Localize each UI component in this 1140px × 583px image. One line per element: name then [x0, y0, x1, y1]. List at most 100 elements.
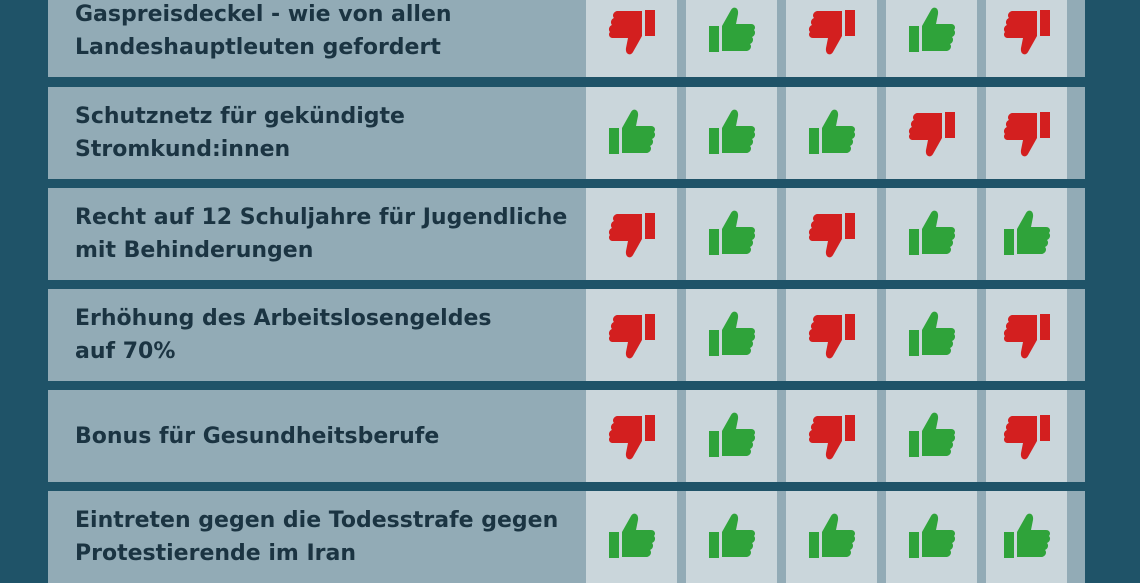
vote-cell: [685, 390, 785, 482]
vote-row: Gaspreisdeckel - wie von allen Landeshau…: [48, 0, 1095, 77]
thumbs-up-icon: [708, 513, 755, 558]
vote-cell-inner: [586, 289, 677, 381]
vote-cell-inner: [586, 0, 677, 77]
vote-cell-inner: [786, 289, 877, 381]
vote-cell-inner: [686, 491, 777, 583]
row-label-cell: Bonus für Gesundheitsberufe: [48, 390, 585, 482]
vote-cell: [885, 390, 985, 482]
thumbs-up-icon: [608, 109, 655, 154]
vote-cell: [785, 188, 885, 280]
thumbs-down-icon: [808, 213, 855, 258]
vote-cell-inner: [586, 390, 677, 482]
vote-cell-inner: [786, 390, 877, 482]
thumbs-up-icon: [908, 311, 955, 356]
vote-cell-inner: [786, 0, 877, 77]
row-label: Schutznetz für gekündigte Stromkund:inne…: [75, 104, 405, 162]
row-label-cell: Eintreten gegen die Todesstrafe gegen Pr…: [48, 491, 585, 583]
thumbs-up-icon: [708, 7, 755, 52]
thumbs-up-icon: [908, 412, 955, 457]
vote-cell: [985, 188, 1085, 280]
vote-cell-inner: [686, 289, 777, 381]
vote-cell: [585, 87, 685, 179]
vote-cell-inner: [986, 390, 1067, 482]
vote-cell: [985, 87, 1085, 179]
vote-cell-inner: [786, 491, 877, 583]
thumbs-down-icon: [608, 314, 655, 359]
thumbs-up-icon: [908, 513, 955, 558]
thumbs-down-icon: [1003, 415, 1050, 460]
vote-cell: [785, 289, 885, 381]
thumbs-up-icon: [708, 210, 755, 255]
vote-cell: [585, 491, 685, 583]
vote-cell-inner: [586, 188, 677, 280]
vote-cell: [885, 0, 985, 77]
thumbs-down-icon: [1003, 10, 1050, 55]
thumbs-down-icon: [608, 415, 655, 460]
thumbs-down-icon: [608, 213, 655, 258]
thumbs-up-icon: [708, 109, 755, 154]
thumbs-up-icon: [908, 7, 955, 52]
vote-cell-inner: [986, 289, 1067, 381]
vote-row: Bonus für Gesundheitsberufe: [48, 390, 1095, 482]
vote-cell-inner: [986, 0, 1067, 77]
vote-cell: [585, 289, 685, 381]
vote-cell-inner: [786, 87, 877, 179]
vote-cell: [585, 0, 685, 77]
vote-cell-inner: [686, 188, 777, 280]
vote-cell-inner: [886, 188, 977, 280]
thumbs-up-icon: [1003, 513, 1050, 558]
vote-cell: [985, 289, 1085, 381]
vote-cell-inner: [886, 87, 977, 179]
vote-cell: [985, 491, 1085, 583]
thumbs-up-icon: [1003, 210, 1050, 255]
vote-cell-inner: [786, 188, 877, 280]
vote-cell: [685, 188, 785, 280]
row-label: Bonus für Gesundheitsberufe: [75, 423, 440, 449]
thumbs-down-icon: [808, 314, 855, 359]
thumbs-up-icon: [808, 109, 855, 154]
vote-cell-inner: [886, 491, 977, 583]
vote-row: Eintreten gegen die Todesstrafe gegen Pr…: [48, 491, 1095, 583]
vote-row: Schutznetz für gekündigte Stromkund:inne…: [48, 87, 1095, 179]
thumbs-down-icon: [1003, 112, 1050, 157]
vote-cell: [685, 87, 785, 179]
vote-cell-inner: [986, 87, 1067, 179]
vote-cell: [785, 0, 885, 77]
vote-cell: [585, 188, 685, 280]
thumbs-down-icon: [908, 112, 955, 157]
thumbs-up-icon: [808, 513, 855, 558]
vote-row: Erhöhung des Arbeitslosengeldes auf 70%: [48, 289, 1095, 381]
row-label: Gaspreisdeckel - wie von allen Landeshau…: [75, 2, 452, 60]
vote-cell: [885, 289, 985, 381]
thumbs-up-icon: [708, 311, 755, 356]
vote-cell-inner: [886, 390, 977, 482]
thumbs-down-icon: [608, 10, 655, 55]
row-label: Recht auf 12 Schuljahre für Jugendliche …: [75, 205, 568, 263]
vote-cell-inner: [686, 87, 777, 179]
row-label-cell: Recht auf 12 Schuljahre für Jugendliche …: [48, 188, 585, 280]
row-label: Erhöhung des Arbeitslosengeldes auf 70%: [75, 306, 492, 364]
vote-cell-inner: [886, 289, 977, 381]
row-label: Eintreten gegen die Todesstrafe gegen Pr…: [75, 508, 559, 566]
vote-cell-inner: [986, 188, 1067, 280]
vote-cell: [785, 390, 885, 482]
vote-cell-inner: [586, 87, 677, 179]
vote-cell-inner: [886, 0, 977, 77]
vote-cell-inner: [686, 0, 777, 77]
vote-cell-inner: [986, 491, 1067, 583]
row-label-cell: Erhöhung des Arbeitslosengeldes auf 70%: [48, 289, 585, 381]
vote-cell: [685, 491, 785, 583]
vote-cell: [885, 87, 985, 179]
vote-cell: [685, 289, 785, 381]
thumbs-down-icon: [1003, 314, 1050, 359]
thumbs-up-icon: [708, 412, 755, 457]
thumbs-up-icon: [908, 210, 955, 255]
row-label-cell: Gaspreisdeckel - wie von allen Landeshau…: [48, 0, 585, 77]
vote-cell: [785, 491, 885, 583]
vote-cell: [585, 390, 685, 482]
thumbs-down-icon: [808, 10, 855, 55]
vote-cell: [885, 491, 985, 583]
vote-cell: [985, 0, 1085, 77]
vote-cell: [785, 87, 885, 179]
vote-cell-inner: [686, 390, 777, 482]
